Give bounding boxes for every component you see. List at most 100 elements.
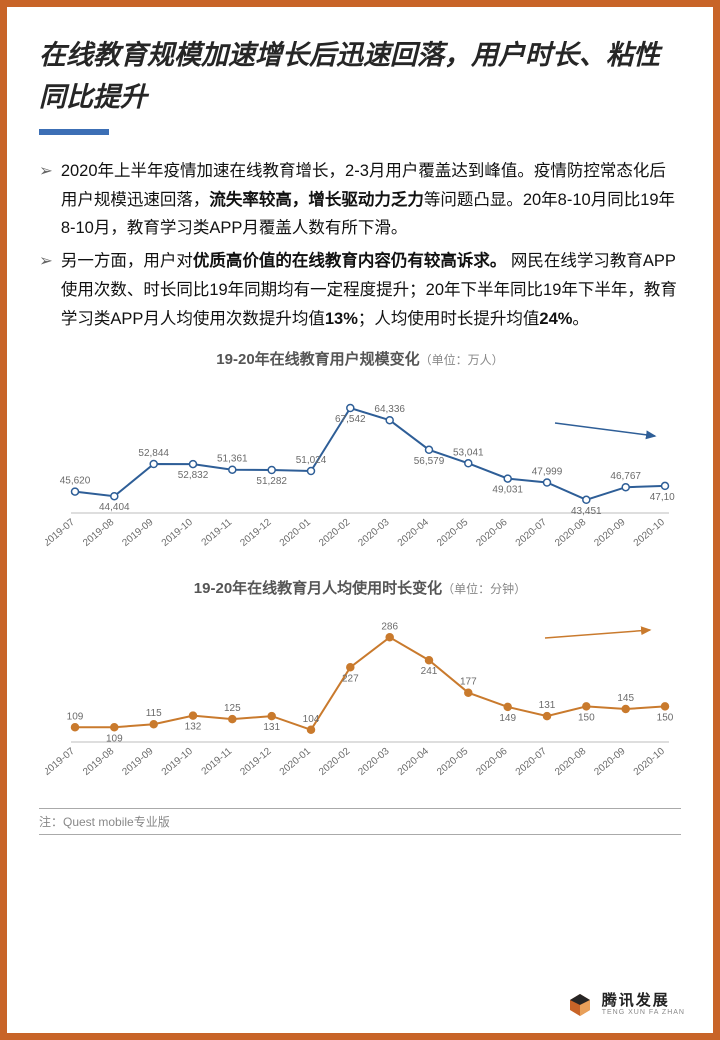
chart-value-label: 149 [499,713,516,724]
chart-value-label: 51,024 [296,455,327,466]
title-underline [39,129,109,135]
chart-value-label: 43,451 [571,506,602,517]
chart-value-label: 52,832 [178,470,209,481]
chart-svg: 1091091151321251311042272862411771491311… [45,600,675,800]
chart-x-label: 2020-01 [278,517,314,549]
trend-arrow-icon [545,630,650,638]
chart-value-label: 145 [617,693,634,704]
chart-marker [583,703,590,710]
chart-marker [190,712,197,719]
chart-x-label: 2020-03 [356,517,392,549]
chart-marker [268,713,275,720]
chart-x-label: 2020-08 [553,746,589,778]
chart-x-label: 2020-02 [317,746,353,778]
chart-value-label: 51,361 [217,454,248,465]
chart-x-label: 2020-09 [592,746,628,778]
chart-value-label: 44,404 [99,502,130,513]
chart-marker [504,703,511,710]
chart-marker [347,664,354,671]
page-title: 在线教育规模加速增长后迅速回落，用户时长、粘性同比提升 [39,35,681,119]
bullet-item: ➢另一方面，用户对优质高价值的在线教育内容仍有较高诉求。 网民在线学习教育APP… [39,247,681,334]
chart-x-label: 2020-10 [632,746,668,778]
chart-value-label: 286 [381,621,398,632]
chart-x-label: 2020-01 [278,746,314,778]
chart-marker [72,724,79,731]
chart-x-label: 2020-04 [396,517,432,549]
logo-icon [566,991,594,1019]
chart-value-label: 177 [460,677,477,688]
chart-user-scale: 19-20年在线教育用户规模变化（单位：万人） 45,62044,40452,8… [39,348,681,571]
chart-x-label: 2019-12 [238,746,274,778]
chart-x-label: 2020-07 [514,517,550,549]
chart-x-label: 2019-07 [45,746,77,778]
chart-value-label: 131 [263,722,280,733]
footer-note: 注：Quest mobile专业版 [39,808,681,835]
chart-value-label: 109 [106,733,123,744]
bullet-text: 另一方面，用户对优质高价值的在线教育内容仍有较高诉求。 网民在线学习教育APP使… [61,247,681,334]
chart-value-label: 132 [185,722,202,733]
chart-x-label: 2020-06 [474,746,510,778]
chart-marker [465,689,472,696]
chart-x-label: 2019-09 [120,746,156,778]
chart-x-label: 2019-08 [81,517,117,549]
chart-svg: 45,62044,40452,84452,83251,36151,28251,0… [45,371,675,571]
chart-marker [229,716,236,723]
chart-x-label: 2020-10 [632,517,668,549]
chart-marker [308,467,315,474]
chart-x-label: 2019-10 [160,517,196,549]
chart-marker [150,460,157,467]
chart-usage-duration: 19-20年在线教育月人均使用时长变化（单位：分钟） 109 109 115 132 1… [39,577,681,800]
chart-x-label: 2019-12 [238,517,274,549]
chart-value-label: 53,041 [453,447,484,458]
chart-marker [347,404,354,411]
chart-x-label: 2019-09 [120,517,156,549]
chart-value-label: 46,767 [610,471,641,482]
chart-line [75,637,665,730]
logo: 腾讯发展 TENG XUN FA ZHAN [566,991,685,1019]
bullet-marker-icon: ➢ [39,157,53,244]
chart-value-label: 67,542 [335,414,366,425]
chart-value-label: 150 [657,712,674,723]
charts-container: 19-20年在线教育用户规模变化（单位：万人） 45,62044,40452,8… [39,348,681,800]
logo-text-cn: 腾讯发展 [602,993,685,1009]
chart-x-label: 2020-04 [396,746,432,778]
chart-value-label: 109 [67,711,84,722]
chart-x-label: 2020-08 [553,517,589,549]
chart-title: 19-20年在线教育月人均使用时长变化（单位：分钟） [39,577,681,598]
chart-marker [544,479,551,486]
chart-marker [622,705,629,712]
chart-x-label: 2019-11 [200,517,235,549]
chart-value-label: 64,336 [374,404,405,415]
chart-value-label: 150 [578,712,595,723]
chart-marker [504,475,511,482]
chart-value-label: 227 [342,673,359,684]
chart-value-label: 115 [146,708,162,719]
chart-x-label: 2019-08 [81,746,117,778]
chart-x-label: 2019-07 [45,517,77,549]
chart-x-label: 2020-02 [317,517,353,549]
chart-marker [583,496,590,503]
chart-marker [426,446,433,453]
chart-marker [229,466,236,473]
chart-marker [426,657,433,664]
chart-x-label: 2020-09 [592,517,628,549]
chart-value-label: 49,031 [492,485,523,496]
chart-value-label: 47,100 [650,492,675,503]
bullet-marker-icon: ➢ [39,247,53,334]
chart-marker [465,460,472,467]
chart-marker [386,417,393,424]
chart-value-label: 125 [224,703,241,714]
chart-marker [268,466,275,473]
chart-marker [544,713,551,720]
chart-marker [386,634,393,641]
chart-marker [190,461,197,468]
chart-marker [111,724,118,731]
chart-marker [662,703,669,710]
bullet-item: ➢2020年上半年疫情加速在线教育增长，2-3月用户覆盖达到峰值。疫情防控常态化… [39,157,681,244]
logo-text-en: TENG XUN FA ZHAN [602,1009,685,1016]
chart-x-label: 2020-07 [514,746,550,778]
bullet-text: 2020年上半年疫情加速在线教育增长，2-3月用户覆盖达到峰值。疫情防控常态化后… [61,157,681,244]
trend-arrow-icon [555,423,655,436]
chart-marker [111,493,118,500]
chart-value-label: 47,999 [532,466,563,477]
